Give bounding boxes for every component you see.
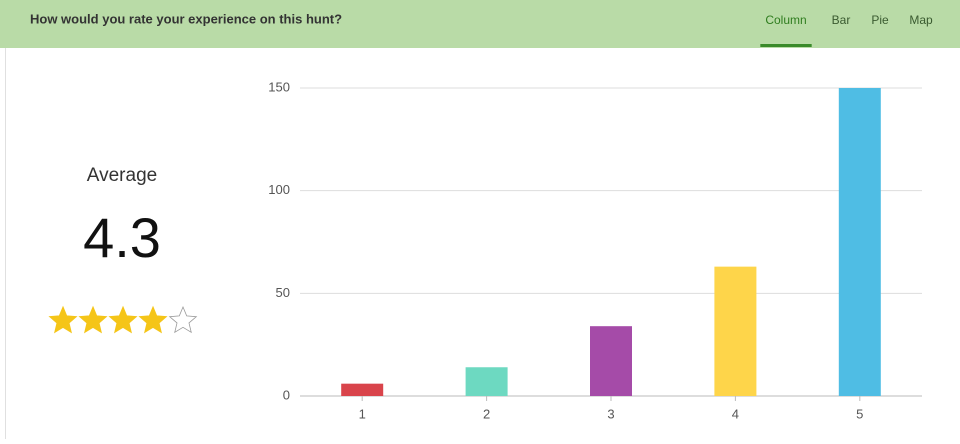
stars (48, 305, 198, 334)
bar (465, 367, 508, 396)
average-value: 4.3 (83, 206, 161, 269)
tab[interactable]: Pie (871, 13, 889, 27)
x-tick-label: 1 (359, 406, 366, 421)
chart: 0 50 100 150 1 2 3 4 5 (268, 79, 922, 421)
y-tick-label: 0 (283, 387, 290, 402)
x-tick-label: 4 (732, 406, 739, 421)
tabs: Column Bar Pie Map (760, 13, 933, 47)
star (108, 305, 138, 334)
y-tick-label: 50 (276, 285, 290, 300)
x-tick-label: 2 (483, 406, 490, 421)
bar (714, 266, 757, 396)
header-bar (0, 0, 960, 48)
tab-underline (760, 44, 812, 47)
star (78, 305, 108, 334)
x-tick-label: 5 (856, 406, 863, 421)
star (48, 305, 78, 334)
tab[interactable]: Map (909, 13, 933, 27)
average-label: Average (87, 165, 157, 186)
tab[interactable]: Bar (832, 13, 851, 27)
tab[interactable]: Column (765, 13, 806, 27)
bar (838, 88, 881, 396)
bar (590, 326, 632, 396)
y-tick-label: 150 (268, 79, 290, 94)
header-title: How would you rate your experience on th… (30, 11, 342, 26)
x-tick-label: 3 (607, 406, 614, 421)
star (168, 305, 198, 334)
y-tick-label: 100 (268, 182, 290, 197)
star (138, 305, 168, 334)
bar (341, 383, 384, 396)
